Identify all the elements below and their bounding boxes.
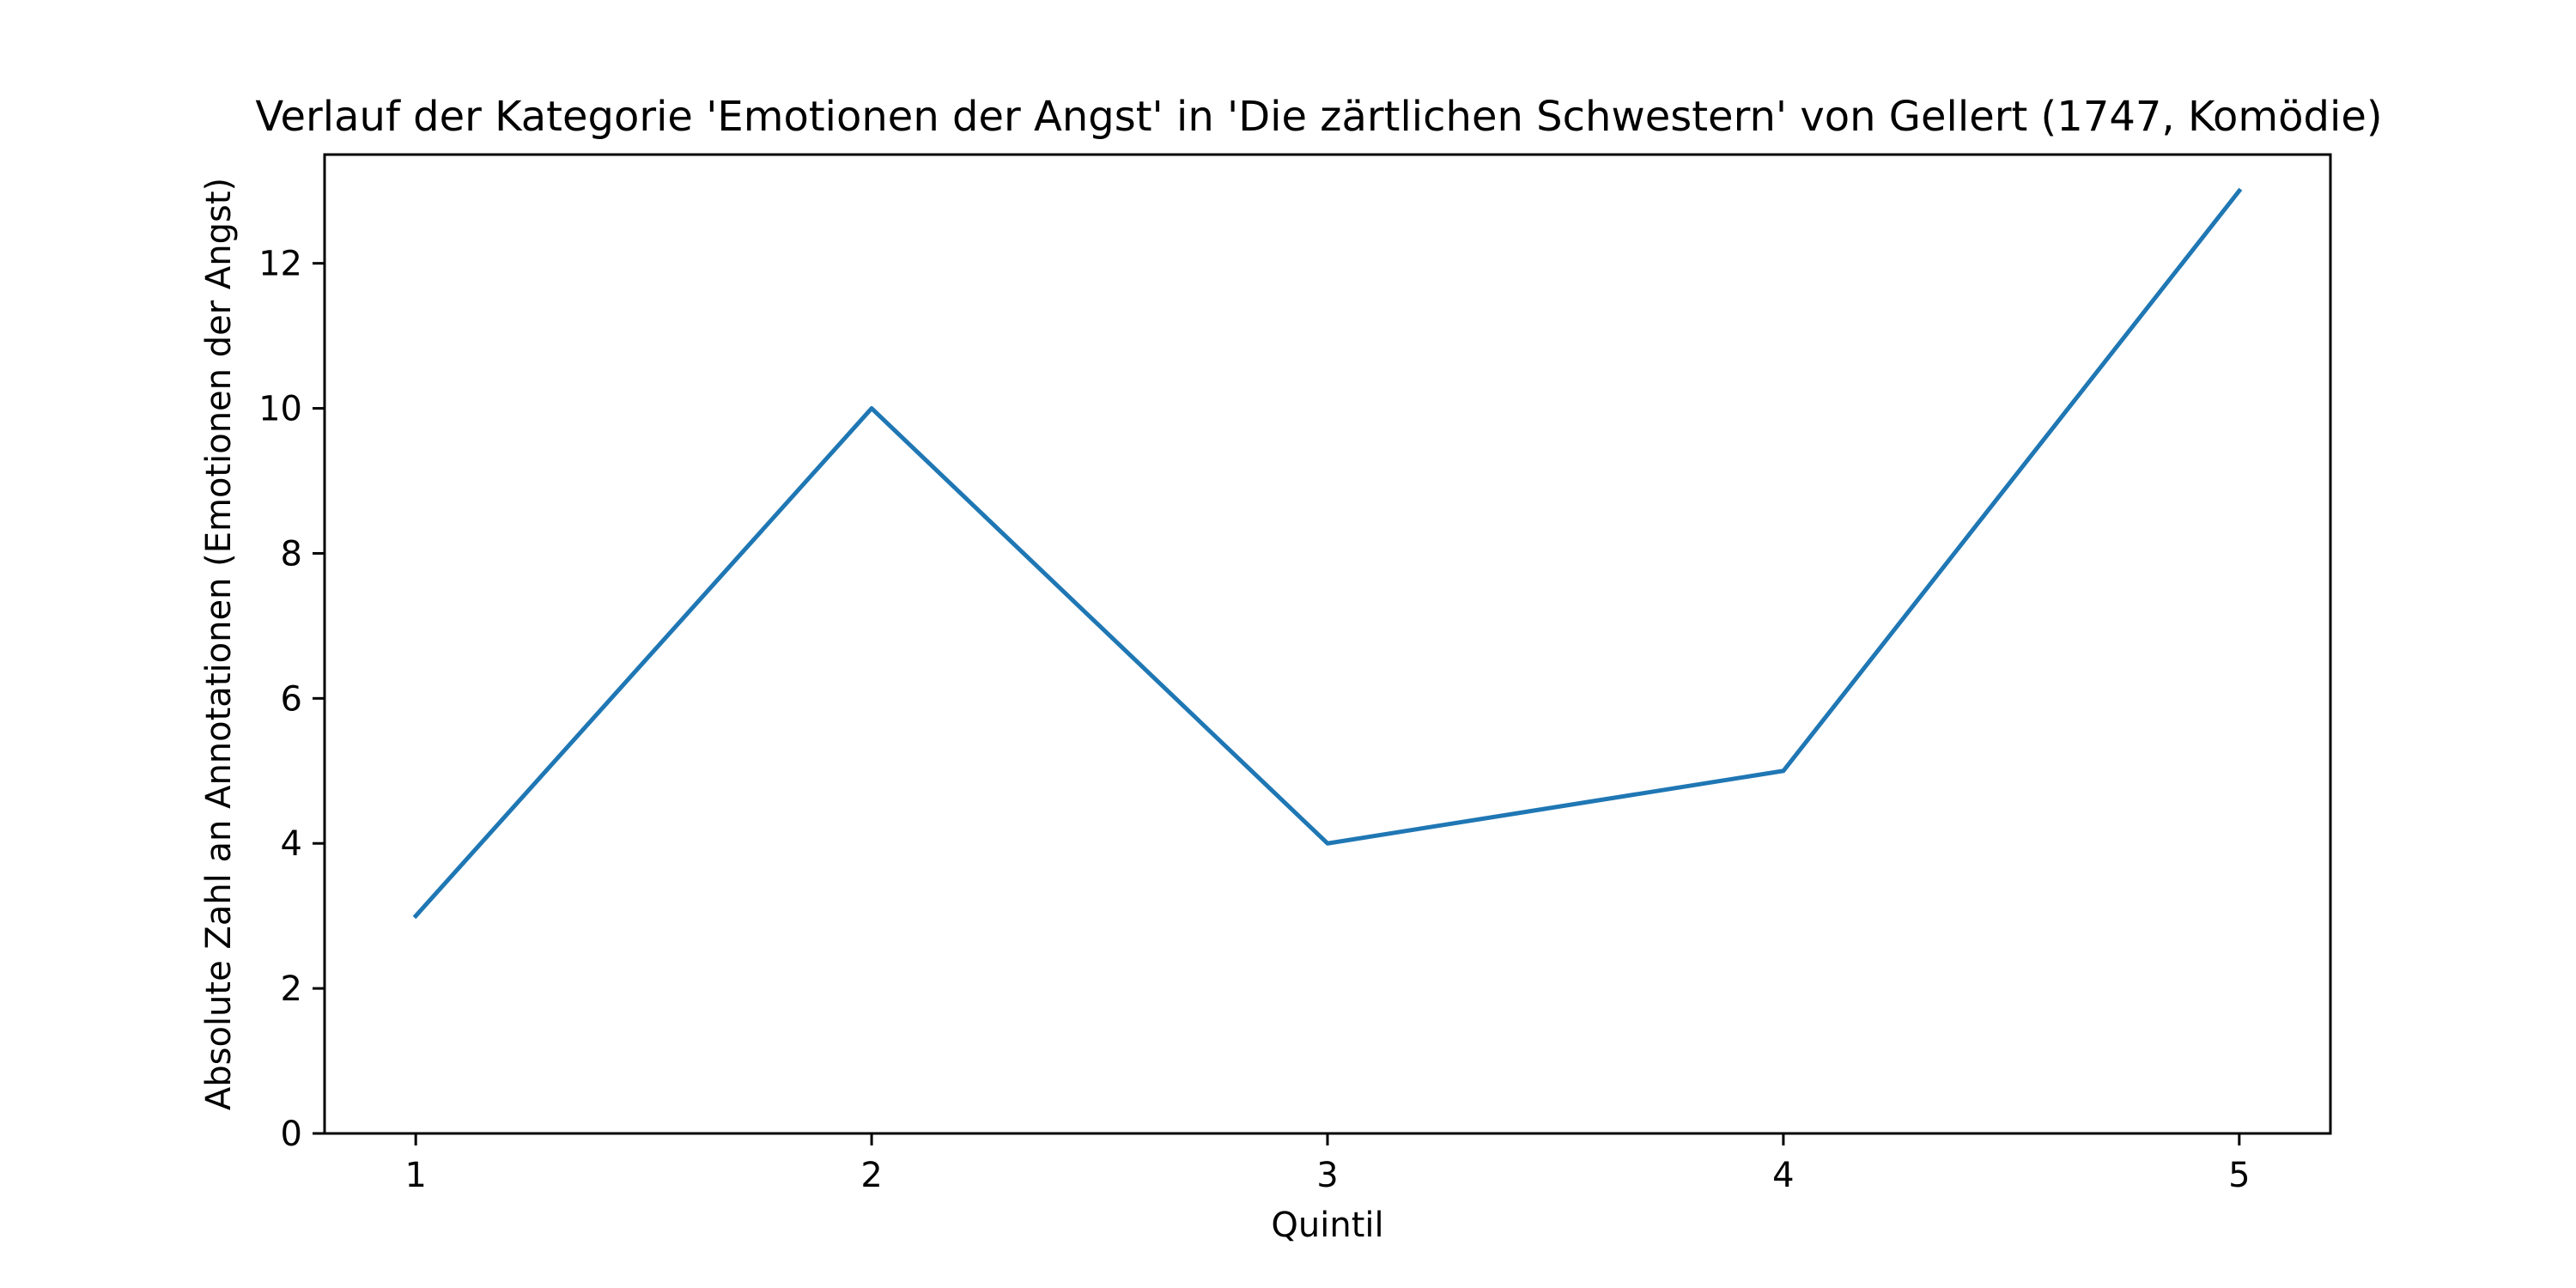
y-tick-label: 2 bbox=[281, 969, 302, 1009]
y-axis-label: Absolute Zahl an Annotationen (Emotionen… bbox=[199, 178, 239, 1110]
y-axis-ticks: 0 2 4 6 8 10 12 bbox=[258, 245, 325, 1154]
chart-title: Verlauf der Kategorie 'Emotionen der Ang… bbox=[255, 93, 2382, 141]
y-tick-label: 6 bbox=[281, 679, 302, 719]
y-tick-label: 8 bbox=[281, 534, 302, 574]
x-tick-label: 1 bbox=[404, 1156, 426, 1195]
plot-area-frame bbox=[323, 153, 2332, 1135]
plot-marks bbox=[412, 187, 2243, 920]
y-tick-label: 10 bbox=[258, 390, 302, 429]
series-line-1 bbox=[412, 187, 2243, 920]
y-tick-label: 4 bbox=[281, 824, 302, 864]
x-tick-label: 3 bbox=[1316, 1156, 1338, 1195]
x-axis-ticks: 1 2 3 4 5 bbox=[404, 1133, 2251, 1195]
x-axis-label: Quintil bbox=[1271, 1206, 1383, 1245]
x-tick-label: 5 bbox=[2228, 1156, 2250, 1195]
y-tick-label: 12 bbox=[258, 245, 302, 284]
y-tick-label: 0 bbox=[281, 1115, 302, 1154]
x-tick-label: 4 bbox=[1772, 1156, 1794, 1195]
x-tick-label: 2 bbox=[860, 1156, 882, 1195]
